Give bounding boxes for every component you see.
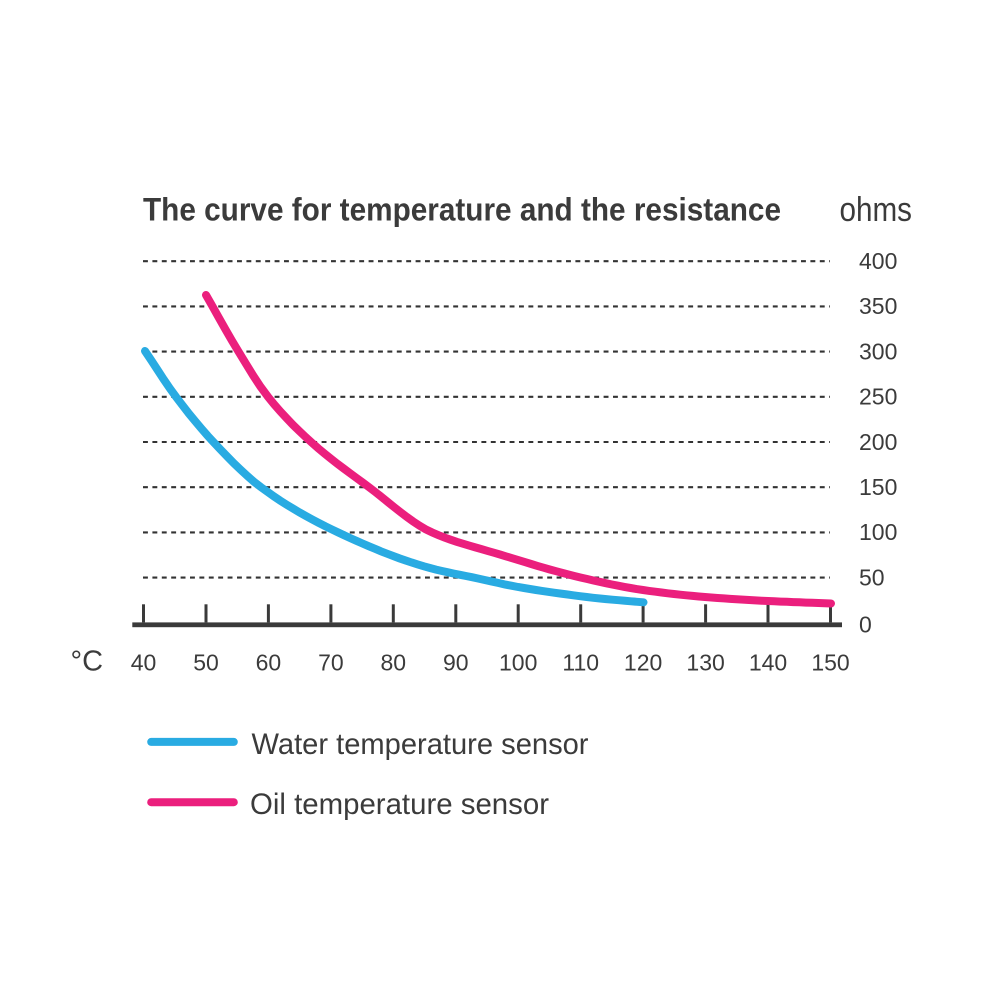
svg-text:50: 50 xyxy=(859,564,885,590)
svg-text:400: 400 xyxy=(859,248,897,274)
svg-text:100: 100 xyxy=(499,650,537,676)
svg-text:100: 100 xyxy=(859,519,897,545)
svg-text:250: 250 xyxy=(859,384,897,410)
svg-text:Oil temperature sensor: Oil temperature sensor xyxy=(250,788,549,821)
svg-text:120: 120 xyxy=(624,650,662,676)
svg-text:80: 80 xyxy=(381,650,407,676)
svg-text:130: 130 xyxy=(686,650,724,676)
svg-text:The curve for temperature and: The curve for temperature and the resist… xyxy=(143,192,781,228)
svg-text:ohms: ohms xyxy=(840,191,913,229)
svg-text:0: 0 xyxy=(859,612,872,638)
svg-text:140: 140 xyxy=(749,650,787,676)
svg-text:110: 110 xyxy=(562,650,599,676)
svg-text:150: 150 xyxy=(859,474,897,500)
svg-text:350: 350 xyxy=(859,293,897,319)
svg-text:°C: °C xyxy=(71,646,104,678)
svg-text:60: 60 xyxy=(256,650,282,676)
svg-text:150: 150 xyxy=(811,650,849,676)
svg-text:40: 40 xyxy=(131,650,157,676)
svg-text:200: 200 xyxy=(859,429,897,455)
svg-text:Water temperature sensor: Water temperature sensor xyxy=(252,728,589,761)
svg-text:300: 300 xyxy=(859,338,897,364)
svg-text:70: 70 xyxy=(318,650,344,676)
svg-text:50: 50 xyxy=(193,650,219,676)
svg-text:90: 90 xyxy=(443,650,469,676)
